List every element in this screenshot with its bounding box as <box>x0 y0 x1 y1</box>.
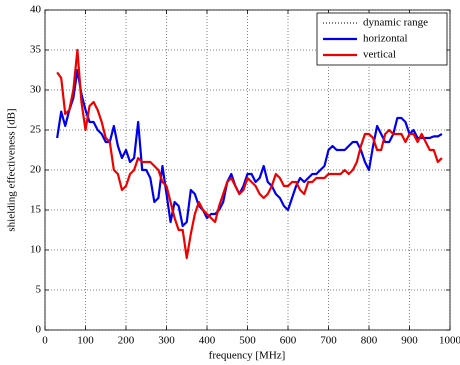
x-tick-label: 800 <box>361 335 378 347</box>
legend-label: horizontal <box>363 33 408 45</box>
y-axis-label: shielding effectiveness [dB] <box>6 108 18 231</box>
y-tick-label: 20 <box>30 164 42 176</box>
series-line <box>56 68 443 228</box>
y-tick-label: 10 <box>30 244 42 256</box>
series-line <box>56 48 443 260</box>
plot-frame <box>44 9 451 331</box>
y-tick-label: 15 <box>30 204 42 216</box>
y-tick-label: 35 <box>30 44 42 56</box>
y-tick-label: 40 <box>30 4 42 16</box>
x-axis-label: frequency [MHz] <box>209 350 286 362</box>
x-tick-label: 700 <box>320 335 337 347</box>
x-tick-label: 300 <box>158 335 175 347</box>
x-tick-label: 1000 <box>439 335 460 347</box>
legend-label: vertical <box>363 49 396 61</box>
x-tick-label: 200 <box>118 335 135 347</box>
x-tick-label: 900 <box>401 335 418 347</box>
y-tick-label: 30 <box>30 84 42 96</box>
x-tick-label: 0 <box>42 335 48 347</box>
y-tick-label: 25 <box>30 124 42 136</box>
legend-label: dynamic range <box>363 17 428 29</box>
x-tick-label: 100 <box>77 335 94 347</box>
x-tick-label: 500 <box>239 335 256 347</box>
y-tick-label: 5 <box>36 284 42 296</box>
x-tick-label: 600 <box>280 335 297 347</box>
y-tick-label: 0 <box>36 324 42 336</box>
x-tick-label: 400 <box>199 335 216 347</box>
